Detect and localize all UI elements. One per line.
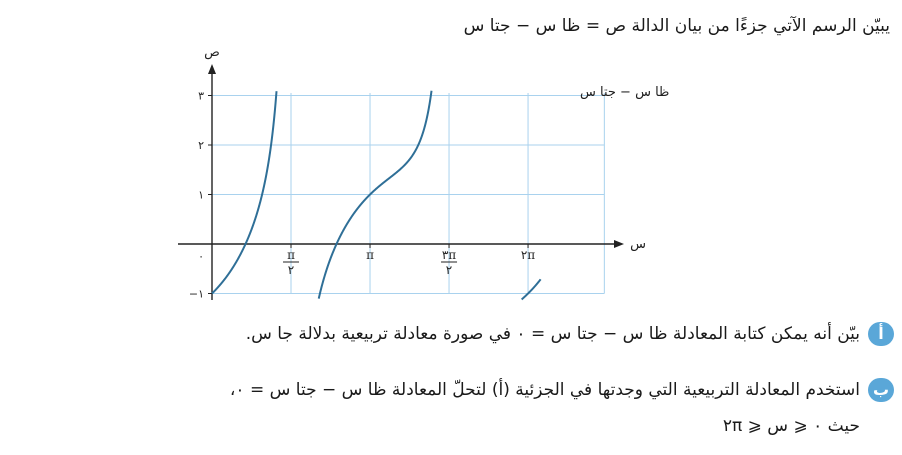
curve-branch-2 [317,90,433,299]
x-tick-label-3: ٢π [521,248,535,262]
x-tick-label-0-den: ٢ [288,263,294,277]
question-b-condition: حيث ٠ ⩽ س ⩽ ٢π [60,410,860,442]
question-b: ب استخدم المعادلة التربيعية التي وجدتها … [60,374,894,406]
badge-b: ب [868,378,894,402]
curve-branch-1 [211,91,278,295]
y-axis-label: ص [204,45,220,60]
intro-text: يبيّن الرسم الآتي جزءًا من بيان الدالة ص… [463,16,890,36]
badge-a: أ [868,322,894,346]
x-tick-label-2-den: ٢ [446,263,452,277]
question-a: أ بيّن أنه يمكن كتابة المعادلة ظا س − جت… [60,318,894,350]
question-b-text: استخدم المعادلة التربيعية التي وجدتها في… [229,380,860,400]
curve-label: ص = ظا س − جتا س [580,85,670,100]
y-tick-label-2: ١ [198,189,204,202]
x-axis-arrow [614,240,624,248]
y-tick-label-0: ٣ [198,90,204,103]
y-tick-label-3: −١ [189,288,204,301]
question-a-text: بيّن أنه يمكن كتابة المعادلة ظا س − جتا … [245,324,860,344]
curve-branch-3 [521,278,542,301]
x-axis-label: س [630,237,646,252]
origin-label: ٠ [198,250,204,263]
axes [178,64,624,300]
y-axis-arrow [208,64,216,74]
curve-branches [211,90,542,301]
x-tick-label-0-num: π [287,248,295,262]
question-b-condition-text: حيث ٠ ⩽ س ⩽ ٢π [722,416,860,436]
grid-lines [211,93,605,294]
x-tick-label-1: π [366,248,374,262]
y-tick-label-1: ٢ [198,139,204,152]
x-tick-label-2-num: ٣π [442,248,456,262]
